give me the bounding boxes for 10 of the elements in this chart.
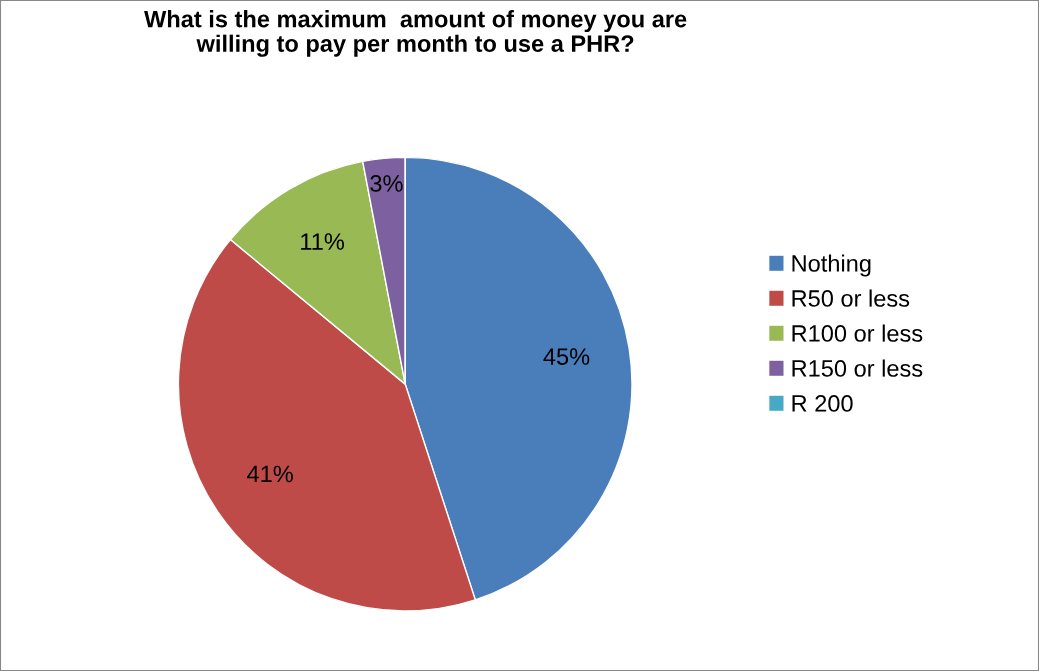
data-label: 45% [543, 348, 590, 365]
legend-label: R50 or less [792, 289, 910, 307]
data-label: 41% [247, 465, 293, 483]
legend-label: R100 or less [792, 324, 923, 342]
data-label: 3% [370, 175, 403, 192]
legend-label: Nothing [792, 254, 871, 277]
data-label: 11% [301, 233, 345, 250]
legend-label: R 200 [792, 395, 853, 412]
legend-label: R150 or less [792, 359, 923, 377]
chart-title: What is the maximum amount of money you are willing to pay per month to use a PHR? [144, 10, 687, 57]
